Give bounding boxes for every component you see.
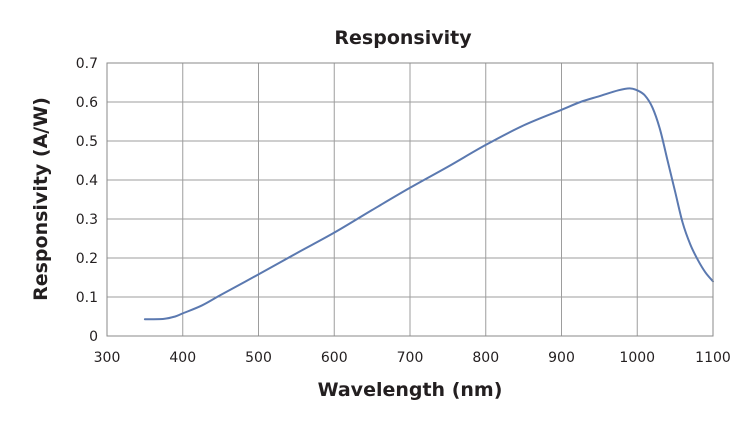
y-tick-label: 0.3 bbox=[76, 212, 98, 228]
x-tick-label: 800 bbox=[472, 350, 499, 366]
x-axis-label: Wavelength (nm) bbox=[318, 379, 503, 401]
x-tick-label: 500 bbox=[245, 350, 272, 366]
y-axis-label: Responsivity (A/W) bbox=[30, 97, 52, 301]
y-tick-label: 0.6 bbox=[76, 95, 98, 111]
y-axis-ticks: 0 0.1 0.2 0.3 0.4 0.5 0.6 0.7 bbox=[76, 56, 98, 345]
x-tick-label: 400 bbox=[169, 350, 196, 366]
y-tick-label: 0.2 bbox=[76, 251, 98, 267]
y-tick-label: 0.4 bbox=[76, 173, 98, 189]
x-tick-label: 600 bbox=[321, 350, 348, 366]
x-tick-label: 900 bbox=[548, 350, 575, 366]
y-tick-label: 0 bbox=[89, 329, 98, 345]
y-tick-label: 0.5 bbox=[76, 134, 98, 150]
x-tick-label: 700 bbox=[397, 350, 424, 366]
chart-title: Responsivity bbox=[334, 27, 472, 49]
plot-frame bbox=[106, 62, 714, 337]
x-tick-label: 300 bbox=[94, 350, 121, 366]
responsivity-series-line bbox=[143, 87, 714, 321]
series-group bbox=[143, 87, 714, 321]
x-tick-label: 1100 bbox=[695, 350, 731, 366]
y-tick-label: 0.7 bbox=[76, 56, 98, 72]
grid bbox=[106, 62, 714, 337]
y-tick-label: 0.1 bbox=[76, 290, 98, 306]
x-tick-label: 1000 bbox=[619, 350, 655, 366]
x-axis-ticks: 300 400 500 600 700 800 900 1000 1100 bbox=[94, 350, 731, 366]
